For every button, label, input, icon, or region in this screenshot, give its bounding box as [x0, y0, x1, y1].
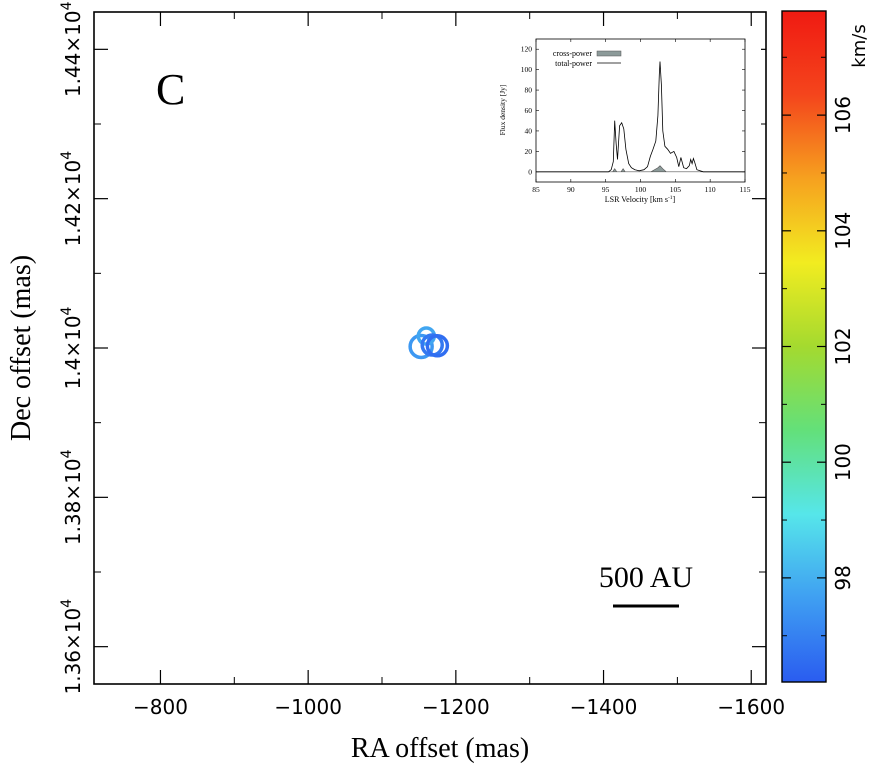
- inset-total-power-line: [536, 61, 745, 173]
- y-tick-label: 1.38×104: [59, 449, 85, 545]
- inset-cross-power-line: [536, 165, 745, 173]
- y-tick-mantissa: 1.44×10: [61, 10, 85, 97]
- x-tick-labels: −800 −1000 −1200 −1400 −1600: [133, 695, 785, 719]
- inset-x-tick-label: 100: [635, 185, 647, 194]
- y-tick-label: 1.44×104: [59, 1, 85, 97]
- legend-cross-swatch: [596, 50, 622, 57]
- y-tick-mantissa: 1.36×10: [61, 608, 85, 695]
- legend-total-power: total-power: [555, 59, 592, 68]
- inset-x-tick-label: 95: [602, 185, 610, 194]
- x-tick-label: −800: [133, 695, 188, 719]
- inset-x-tick-label: 110: [705, 185, 716, 194]
- inset-y-tick-label: 120: [521, 45, 533, 54]
- y-tick-exponent: 4: [59, 1, 75, 10]
- inset-x-tick-label: 90: [567, 185, 575, 194]
- y-tick-label: 1.36×104: [59, 599, 85, 695]
- inset-x-tick-label: 115: [740, 185, 751, 194]
- maser-spot: [425, 334, 450, 358]
- inset-x-label: LSR Velocity [km s-1]: [605, 195, 676, 204]
- inset-background: [483, 34, 761, 198]
- x-tick-label: −1200: [422, 695, 490, 719]
- scale-bar-label: 500 AU: [599, 561, 694, 594]
- y-tick-exponent: 4: [59, 599, 75, 608]
- x-axis-label: RA offset (mas): [351, 733, 529, 764]
- y-tick-exponent: 4: [59, 306, 75, 315]
- maser-spot: [408, 333, 434, 360]
- y-tick-mantissa: 1.38×10: [61, 458, 85, 545]
- inset-x-label-sup: -1: [668, 195, 673, 201]
- inset-ticks: 85 90 95 100 105 110 115 0 20 40 60 80 100 120: [521, 39, 751, 194]
- colorbar-unit-label: km/s: [849, 24, 870, 67]
- y-tick-mantissa: 1.42×10: [61, 160, 85, 247]
- inset-x-label-main: LSR Velocity [km s: [605, 195, 668, 204]
- inset-spectrum: 85 90 95 100 105 110 115 0 20 40 60 80 100 120 cross-…: [483, 34, 761, 204]
- inset-legend: cross-power total-power: [553, 49, 622, 68]
- colorbar-tick-label: 104: [831, 212, 855, 250]
- inset-y-tick-label: 40: [525, 126, 533, 135]
- y-axis-label: Dec offset (mas): [6, 255, 37, 441]
- inset-y-tick-label: 20: [525, 147, 533, 156]
- inset-y-tick-label: 0: [528, 167, 532, 176]
- inset-x-label-end: ]: [673, 195, 676, 204]
- colorbar-tick-label: 102: [831, 327, 855, 365]
- colorbar-tick-label: 106: [831, 96, 855, 134]
- y-tick-label: 1.42×104: [59, 151, 85, 247]
- legend-cross-power: cross-power: [553, 49, 592, 58]
- colorbar-tick-label: 100: [831, 443, 855, 481]
- inset-x-tick-label: 105: [670, 185, 682, 194]
- colorbar-ticks: 98 100 102 104 106: [782, 56, 855, 637]
- y-tick-exponent: 4: [59, 151, 75, 160]
- y-tick-exponent: 4: [59, 449, 75, 458]
- inset-y-label: Flux density [Jy]: [498, 85, 507, 136]
- colorbar-tick-label: 98: [831, 565, 855, 590]
- panel-label: C: [156, 65, 185, 114]
- inset-y-tick-label: 100: [521, 65, 533, 74]
- y-tick-mantissa: 1.4×10: [61, 315, 85, 389]
- y-tick-label: 1.4×104: [59, 306, 85, 389]
- x-tick-label: −1600: [717, 695, 785, 719]
- inset-y-tick-label: 80: [525, 86, 533, 95]
- x-tick-label: −1400: [570, 695, 638, 719]
- inset-x-tick-label: 85: [532, 185, 540, 194]
- x-tick-label: −1000: [274, 695, 342, 719]
- inset-y-tick-label: 60: [525, 106, 533, 115]
- maser-spots: [408, 326, 450, 360]
